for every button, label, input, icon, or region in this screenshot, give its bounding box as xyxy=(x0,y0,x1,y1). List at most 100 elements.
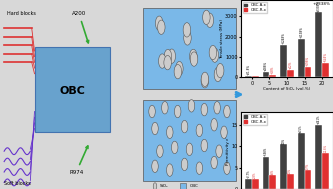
Circle shape xyxy=(214,101,220,114)
Bar xyxy=(245,76,252,77)
Circle shape xyxy=(209,45,217,60)
Circle shape xyxy=(174,64,181,79)
Bar xyxy=(263,72,269,77)
Bar xyxy=(252,179,258,189)
Circle shape xyxy=(181,158,188,171)
Bar xyxy=(280,144,287,189)
Text: 2.8%: 2.8% xyxy=(253,172,257,178)
Circle shape xyxy=(224,105,230,118)
Bar xyxy=(269,175,276,189)
Text: Soft blocks: Soft blocks xyxy=(4,181,31,186)
Text: +4.5%: +4.5% xyxy=(299,124,303,133)
Circle shape xyxy=(152,160,158,173)
Text: OBC: OBC xyxy=(189,184,198,188)
Text: +441%: +441% xyxy=(317,115,321,124)
Bar xyxy=(315,125,322,189)
Circle shape xyxy=(166,164,173,176)
Text: +42%: +42% xyxy=(288,61,292,69)
Bar xyxy=(305,67,311,77)
FancyBboxPatch shape xyxy=(35,47,111,132)
Circle shape xyxy=(164,55,171,70)
Y-axis label: Permittivity ε': Permittivity ε' xyxy=(226,136,230,165)
Circle shape xyxy=(164,49,171,64)
Text: +1198%: +1198% xyxy=(299,26,303,38)
Text: 0.0%: 0.0% xyxy=(282,137,286,144)
Circle shape xyxy=(201,72,209,87)
Circle shape xyxy=(188,100,195,112)
Circle shape xyxy=(216,145,222,157)
Text: +544%: +544% xyxy=(323,52,327,62)
Y-axis label: Tensile stress (MPa): Tensile stress (MPa) xyxy=(220,19,224,59)
Text: Hard blocks: Hard blocks xyxy=(7,11,36,16)
Text: OBC: OBC xyxy=(60,86,85,96)
Circle shape xyxy=(196,162,202,174)
Text: 0.0%: 0.0% xyxy=(288,167,292,174)
Circle shape xyxy=(216,64,224,78)
Text: +2338%: +2338% xyxy=(312,2,330,6)
Bar xyxy=(322,153,329,189)
FancyBboxPatch shape xyxy=(143,8,236,89)
Circle shape xyxy=(190,52,198,66)
Circle shape xyxy=(166,126,173,139)
Text: R974: R974 xyxy=(69,146,88,175)
Text: +198%: +198% xyxy=(264,147,268,156)
Circle shape xyxy=(211,119,217,131)
Text: +1248%: +1248% xyxy=(282,32,286,44)
Text: +488%: +488% xyxy=(264,61,268,71)
Text: 21.8%: 21.8% xyxy=(323,144,327,152)
Text: +198%: +198% xyxy=(306,56,310,66)
Circle shape xyxy=(159,54,166,68)
FancyBboxPatch shape xyxy=(179,183,185,189)
Circle shape xyxy=(158,20,165,34)
Text: +21.8%: +21.8% xyxy=(246,64,250,75)
Text: +2338%: +2338% xyxy=(317,0,321,12)
Legend: OBC-A-x, OBC-R-x: OBC-A-x, OBC-R-x xyxy=(243,2,267,13)
Bar xyxy=(298,39,305,77)
Text: SiO₂: SiO₂ xyxy=(160,184,168,188)
Text: +2.7%: +2.7% xyxy=(246,170,250,178)
Circle shape xyxy=(211,156,217,169)
X-axis label: Content of SiO₂ (vol.%): Content of SiO₂ (vol.%) xyxy=(263,87,311,91)
Circle shape xyxy=(221,126,227,139)
Bar xyxy=(252,76,258,77)
Text: A200: A200 xyxy=(72,11,89,43)
Circle shape xyxy=(162,101,168,114)
Text: +18%: +18% xyxy=(271,66,275,74)
Legend: OBC-A-x, OBC-R-x: OBC-A-x, OBC-R-x xyxy=(243,114,267,125)
Circle shape xyxy=(156,16,163,30)
Bar xyxy=(269,75,276,77)
Circle shape xyxy=(184,31,191,45)
Circle shape xyxy=(153,183,157,189)
Bar xyxy=(305,170,311,189)
FancyBboxPatch shape xyxy=(143,100,236,181)
Bar xyxy=(287,174,294,189)
Bar xyxy=(245,179,252,189)
Circle shape xyxy=(196,124,202,137)
Circle shape xyxy=(224,162,230,174)
Bar xyxy=(280,45,287,77)
Circle shape xyxy=(189,49,197,64)
Circle shape xyxy=(174,105,181,118)
Circle shape xyxy=(168,49,175,63)
Circle shape xyxy=(149,105,155,118)
Circle shape xyxy=(175,61,183,76)
Circle shape xyxy=(183,23,190,37)
Circle shape xyxy=(203,10,210,25)
Circle shape xyxy=(152,122,158,135)
Circle shape xyxy=(201,103,207,116)
Circle shape xyxy=(186,143,193,156)
Circle shape xyxy=(206,13,213,28)
Bar xyxy=(322,63,329,77)
Bar xyxy=(315,12,322,77)
Circle shape xyxy=(214,67,222,82)
Circle shape xyxy=(201,139,207,152)
Text: 0.8%: 0.8% xyxy=(271,169,275,175)
Circle shape xyxy=(157,145,163,157)
Bar xyxy=(263,157,269,189)
Circle shape xyxy=(201,74,208,88)
Text: 0.7%: 0.7% xyxy=(306,163,310,169)
Circle shape xyxy=(211,48,218,62)
Circle shape xyxy=(181,120,188,133)
Bar xyxy=(298,133,305,189)
Bar xyxy=(287,70,294,77)
